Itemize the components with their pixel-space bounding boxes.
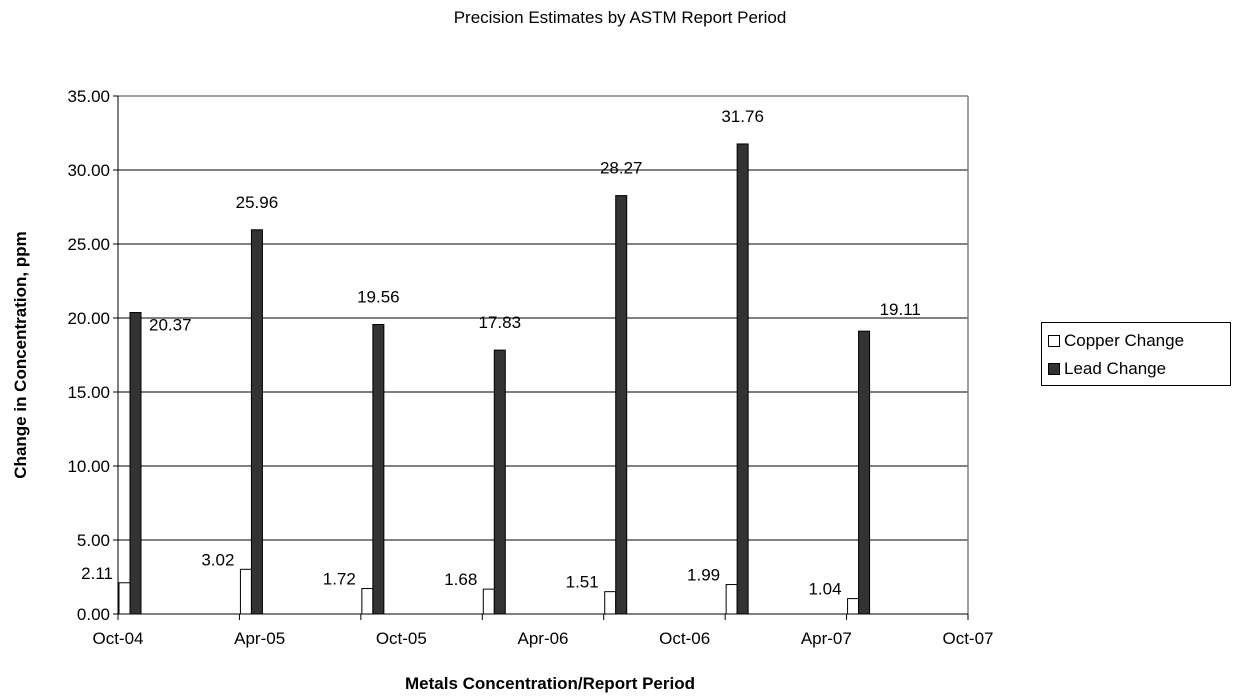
x-axis-title: Metals Concentration/Report Period [405, 674, 695, 693]
x-tick-label: Oct-04 [92, 629, 143, 648]
y-tick-label: 20.00 [67, 309, 110, 328]
y-tick-label: 15.00 [67, 383, 110, 402]
data-label-lead: 28.27 [600, 159, 643, 178]
data-label-copper: 2.11 [81, 564, 113, 583]
bar-copper [118, 582, 131, 615]
legend-swatch-lead [1048, 363, 1060, 375]
bar-copper [361, 588, 374, 615]
y-tick-label: 10.00 [67, 457, 110, 476]
data-label-lead: 20.37 [149, 316, 192, 335]
data-label-copper: 1.51 [566, 573, 599, 592]
data-label-lead: 17.83 [479, 313, 522, 332]
data-label-lead: 25.96 [236, 193, 279, 212]
bar-copper [482, 588, 495, 615]
data-label-copper: 1.72 [323, 570, 356, 589]
chart-title: Precision Estimates by ASTM Report Perio… [453, 8, 787, 27]
legend-item-copper: Copper Change [1048, 327, 1230, 355]
y-axis-title: Change in Concentration, ppm [11, 231, 30, 478]
bar-copper [725, 584, 738, 615]
x-tick-label: Oct-05 [376, 629, 427, 648]
data-label-copper: 1.68 [444, 570, 477, 589]
data-label-lead: 19.11 [880, 300, 921, 319]
bar-lead [493, 349, 506, 615]
data-label-copper: 1.99 [687, 566, 720, 585]
y-tick-label: 25.00 [67, 235, 110, 254]
y-tick-label: 0.00 [77, 605, 110, 624]
bar-lead [250, 229, 263, 615]
x-tick-label: Apr-07 [801, 629, 852, 648]
bar-lead [736, 143, 749, 615]
bar-copper [847, 598, 860, 615]
bar-copper [239, 568, 252, 615]
y-tick-label: 30.00 [67, 161, 110, 180]
x-tick-label: Oct-06 [659, 629, 710, 648]
data-label-lead: 19.56 [357, 288, 400, 307]
legend: Copper Change Lead Change [1041, 322, 1231, 386]
y-tick-label: 35.00 [67, 87, 110, 106]
bar-lead [615, 195, 628, 615]
legend-swatch-copper [1048, 335, 1060, 347]
data-label-lead: 31.76 [721, 107, 764, 126]
x-tick-label: Oct-07 [942, 629, 993, 648]
bar-lead [858, 330, 871, 615]
x-tick-label: Apr-06 [517, 629, 568, 648]
legend-label-lead: Lead Change [1064, 359, 1167, 378]
legend-label-copper: Copper Change [1064, 331, 1185, 350]
data-label-copper: 3.02 [201, 550, 234, 569]
y-tick-label: 5.00 [77, 531, 110, 550]
x-tick-label: Apr-05 [234, 629, 285, 648]
bar-lead [372, 324, 385, 615]
legend-item-lead: Lead Change [1048, 355, 1230, 383]
bar-lead [129, 312, 142, 615]
bar-copper [604, 591, 617, 615]
data-label-copper: 1.04 [808, 580, 841, 599]
